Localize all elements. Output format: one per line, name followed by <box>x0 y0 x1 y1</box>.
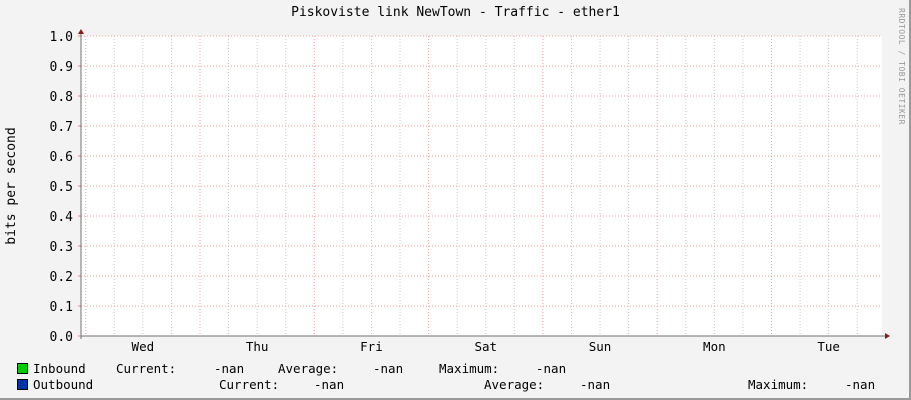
plot-background <box>81 36 882 336</box>
x-axis-arrow-icon <box>885 333 890 339</box>
inbound-maximum-value: -nan <box>536 361 567 376</box>
outbound-average-label: Average: <box>484 377 545 392</box>
outbound-average-value: -nan <box>580 377 611 392</box>
y-tick-label: 0.2 <box>50 270 73 285</box>
y-tick-label: 0.4 <box>50 210 74 225</box>
x-tick-label: Thu <box>246 339 269 354</box>
watermark: RRDTOOL / TOBI OETIKER <box>897 8 906 125</box>
x-tick-label: Mon <box>703 339 726 354</box>
outbound-current-value: -nan <box>314 377 345 392</box>
outbound-maximum-value: -nan <box>845 377 876 392</box>
outbound-swatch <box>17 379 28 390</box>
outbound-label: Outbound <box>33 377 94 392</box>
y-tick-label: 0.7 <box>50 120 73 135</box>
x-tick-label: Wed <box>132 339 155 354</box>
inbound-swatch <box>17 363 28 374</box>
x-tick-label: Sun <box>589 339 612 354</box>
inbound-current-value: -nan <box>214 361 245 376</box>
y-axis-arrow-icon <box>78 29 84 34</box>
y-tick-label: 0.9 <box>50 60 73 75</box>
y-axis-label: bits per second <box>4 127 19 244</box>
y-tick-label: 0.0 <box>50 330 73 345</box>
x-tick-label: Tue <box>817 339 840 354</box>
inbound-maximum-label: Maximum: <box>439 361 500 376</box>
y-tick-label: 0.6 <box>50 150 73 165</box>
inbound-average-label: Average: <box>278 361 339 376</box>
y-tick-label: 1.0 <box>50 30 73 45</box>
y-tick-label: 0.3 <box>50 240 73 255</box>
x-tick-label: Sat <box>474 339 497 354</box>
y-tick-label: 0.5 <box>50 180 73 195</box>
chart-title: Piskoviste link NewTown - Traffic - ethe… <box>291 5 620 20</box>
inbound-label: Inbound <box>33 361 86 376</box>
x-tick-label: Fri <box>360 339 383 354</box>
outbound-maximum-label: Maximum: <box>748 377 809 392</box>
y-tick-label: 0.8 <box>50 90 73 105</box>
outbound-current-label: Current: <box>219 377 280 392</box>
y-tick-label: 0.1 <box>50 300 73 315</box>
inbound-average-value: -nan <box>373 361 404 376</box>
inbound-current-label: Current: <box>116 361 177 376</box>
